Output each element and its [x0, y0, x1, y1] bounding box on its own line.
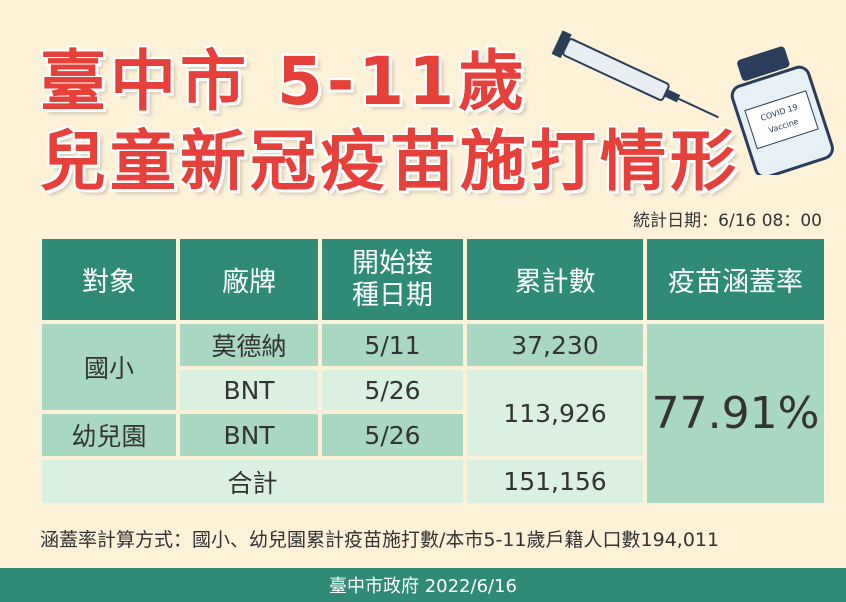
vaccine-illustration: COVID 19 Vaccine [550, 25, 840, 175]
cell: BNT [178, 368, 320, 412]
cell: 5/26 [320, 412, 465, 458]
cell: BNT [178, 412, 320, 458]
stats-time: 統計日期：6/16 08：00 [633, 206, 822, 231]
coverage: 77.91% [645, 322, 826, 505]
header-cell: 廠牌 [178, 237, 320, 322]
cell: 莫德納 [178, 322, 320, 368]
cell: 幼兒園 [40, 412, 178, 458]
cell: 5/11 [320, 322, 465, 368]
cell: 113,926 [465, 368, 645, 458]
cell: 國小 [40, 322, 178, 412]
header-cell: 累計數 [465, 237, 645, 322]
cell: 151,156 [465, 458, 645, 505]
cell: 合計 [40, 458, 465, 505]
header-cell: 開始接種日期 [320, 237, 465, 322]
note: 涵蓋率計算方式：國小、幼兒園累計疫苗施打數/本市5-11歲戶籍人口數194,01… [40, 525, 719, 552]
cell: 37,230 [465, 322, 645, 368]
header-cell: 疫苗涵蓋率 [645, 237, 826, 322]
cell: 5/26 [320, 368, 465, 412]
header-cell: 對象 [40, 237, 178, 322]
footer: 臺中市政府 2022/6/16 [0, 568, 846, 602]
page: 臺中市 5-11歲 兒童新冠疫苗施打情形 COVID 19 Vaccine 統計… [0, 0, 846, 602]
